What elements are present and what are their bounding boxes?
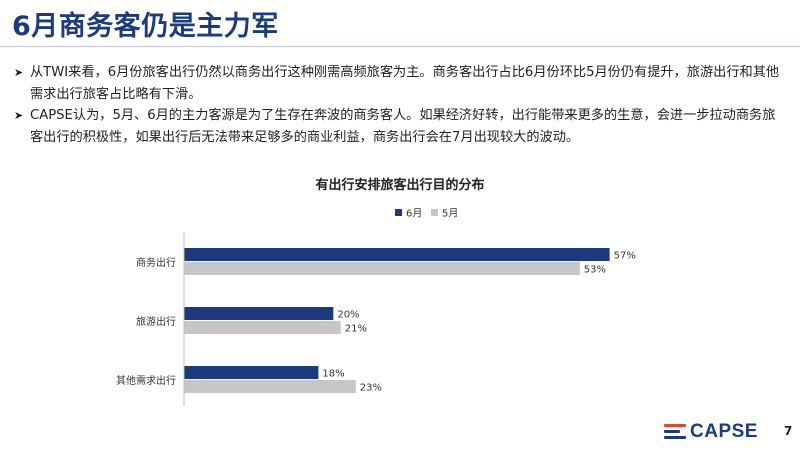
bar — [184, 366, 319, 379]
bullet-item: ➤ 从TWI来看，6月份旅客出行仍然以商务出行这种刚需高频旅客为主。商务客出行占… — [14, 62, 786, 105]
data-label: 21% — [345, 324, 367, 335]
title-divider — [0, 46, 800, 47]
bar — [184, 248, 610, 261]
category-label: 其他需求出行 — [116, 374, 176, 387]
bar — [184, 321, 341, 334]
bullet-text: 从TWI来看，6月份旅客出行仍然以商务出行这种刚需高频旅客为主。商务客出行占比6… — [30, 65, 780, 102]
data-label: 18% — [322, 369, 344, 380]
data-label: 20% — [337, 310, 359, 321]
legend-swatch — [431, 209, 438, 216]
arrow-right-icon: ➤ — [14, 66, 24, 79]
category-label: 商务出行 — [136, 256, 176, 269]
logo-text: CAPSE — [690, 421, 758, 442]
bar — [184, 380, 356, 393]
logo-mark-icon — [664, 422, 688, 442]
page-number: 7 — [784, 424, 793, 438]
bar — [184, 262, 580, 275]
bullet-item: ➤ CAPSE认为，5月、6月的主力客源是为了生存在奔波的商务客人。如果经济好转… — [14, 105, 786, 148]
data-label: 23% — [360, 383, 382, 394]
bullet-text: CAPSE认为，5月、6月的主力客源是为了生存在奔波的商务客人。如果经济好转，出… — [30, 108, 776, 145]
slide-title: 6月商务客仍是主力军 — [12, 11, 279, 42]
bullet-list: ➤ 从TWI来看，6月份旅客出行仍然以商务出行这种刚需高频旅客为主。商务客出行占… — [14, 62, 786, 148]
bar — [184, 307, 334, 320]
chart-title: 有出行安排旅客出行目的分布 — [315, 178, 485, 193]
capse-logo: CAPSE — [664, 420, 758, 444]
category-label: 旅游出行 — [136, 315, 176, 328]
data-label: 53% — [584, 265, 606, 276]
legend-label: 6月 — [406, 208, 422, 220]
legend-swatch — [395, 209, 402, 216]
arrow-right-icon: ➤ — [14, 109, 24, 122]
data-label: 57% — [614, 251, 636, 262]
legend-label: 5月 — [442, 208, 458, 220]
